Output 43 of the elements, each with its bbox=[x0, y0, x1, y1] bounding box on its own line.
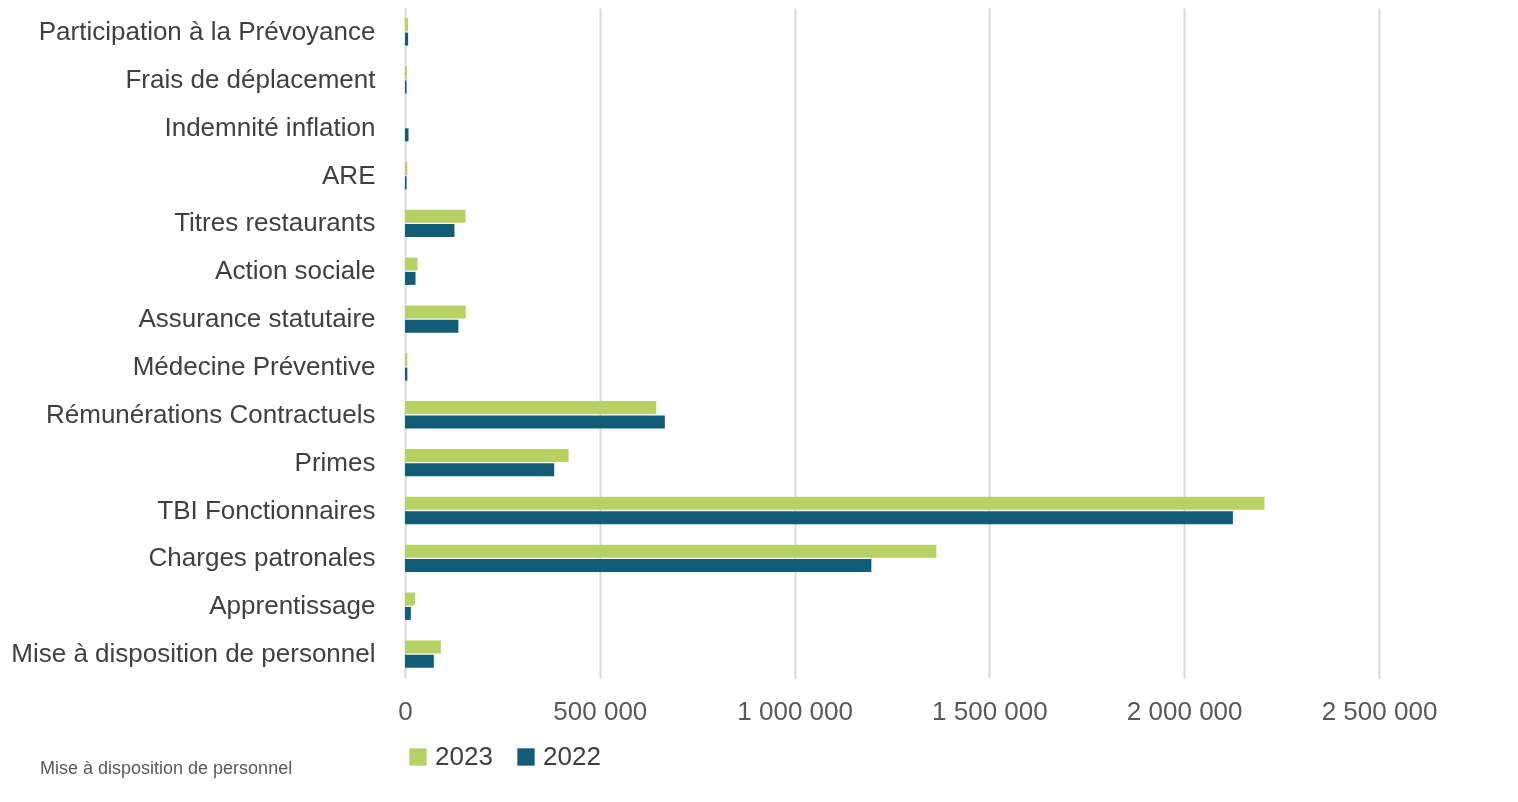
y-tick-label: Médecine Préventive bbox=[132, 350, 376, 381]
x-tick-label: 0 bbox=[398, 695, 413, 726]
bar bbox=[405, 640, 441, 654]
x-tick-label: 1 500 000 bbox=[932, 695, 1048, 726]
y-tick-label: Rémunérations Contractuels bbox=[46, 398, 376, 429]
bar bbox=[405, 463, 555, 477]
bar bbox=[405, 224, 455, 238]
y-tick-label: Participation à la Prévoyance bbox=[38, 15, 376, 46]
bar bbox=[405, 209, 466, 223]
bar bbox=[405, 257, 418, 271]
y-tick-label: ARE bbox=[322, 159, 376, 190]
bar bbox=[405, 592, 416, 606]
bar bbox=[405, 319, 459, 333]
x-tick-label: 2 500 000 bbox=[1321, 695, 1438, 726]
y-tick-label: Indemnité inflation bbox=[164, 111, 376, 142]
x-tick-label: 2 000 000 bbox=[1126, 695, 1243, 726]
bar bbox=[405, 654, 434, 668]
bar bbox=[405, 448, 569, 462]
bar bbox=[405, 544, 937, 558]
bar bbox=[405, 511, 1233, 525]
y-tick-label: Frais de déplacement bbox=[125, 63, 377, 94]
y-tick-label: Apprentissage bbox=[209, 590, 376, 621]
y-tick-label: Titres restaurants bbox=[174, 207, 376, 238]
legend-label: 2022 bbox=[543, 741, 601, 771]
bar bbox=[405, 606, 411, 620]
bar bbox=[405, 401, 657, 415]
y-tick-label: Assurance statutaire bbox=[138, 303, 376, 334]
x-tick-label: 500 000 bbox=[553, 695, 648, 726]
bar bbox=[405, 559, 872, 573]
bar bbox=[405, 32, 409, 46]
bar bbox=[405, 496, 1265, 510]
y-tick-label: Charges patronales bbox=[148, 542, 376, 573]
y-tick-label: Mise à disposition de personnel bbox=[11, 638, 376, 669]
bar bbox=[405, 305, 466, 319]
y-tick-label: Action sociale bbox=[215, 255, 376, 286]
bar bbox=[405, 415, 665, 429]
y-tick-label: Primes bbox=[294, 446, 376, 477]
bar bbox=[405, 18, 409, 32]
bar bbox=[405, 271, 416, 285]
x-tick-label: 1 000 000 bbox=[737, 695, 853, 726]
legend-label: 2023 bbox=[435, 741, 493, 771]
bar bbox=[405, 128, 409, 142]
y-tick-label: TBI Fonctionnaires bbox=[157, 494, 376, 525]
